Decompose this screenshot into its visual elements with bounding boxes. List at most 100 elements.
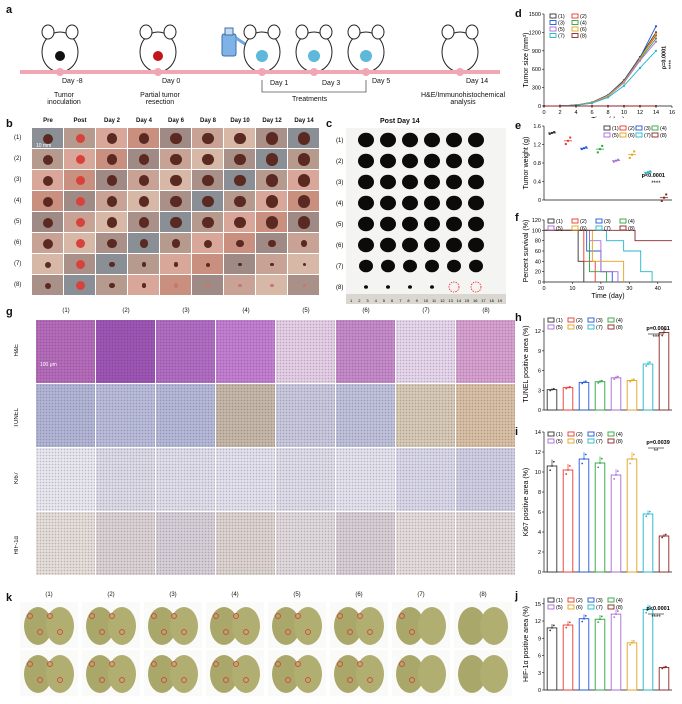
tumor-photo — [96, 170, 127, 190]
tumor-photo — [64, 149, 95, 169]
legend-swatch — [571, 225, 579, 231]
significance-stars: **** — [651, 615, 661, 621]
data-point — [597, 466, 600, 469]
data-point — [552, 460, 555, 463]
tumor-photo — [96, 191, 127, 211]
tumor-spot — [75, 260, 85, 269]
data-point — [644, 172, 647, 175]
tumor-spot — [43, 133, 53, 144]
panel-label-c: c — [326, 118, 333, 130]
y-axis-label: Ki67 positive area (%) — [523, 468, 530, 536]
ruler-tick-label: 5 — [383, 298, 386, 303]
legend-label: (2) — [576, 318, 583, 324]
bar — [546, 465, 558, 573]
y-tick-label: 80 — [535, 239, 541, 245]
legend-swatch — [607, 317, 615, 323]
timeline-marker — [56, 68, 64, 76]
excised-tumor — [430, 285, 434, 289]
data-point — [654, 32, 658, 35]
data-point — [645, 364, 648, 367]
column-header: (5) — [293, 592, 301, 598]
tumor-photo — [96, 149, 127, 169]
tumor-photo — [64, 254, 95, 274]
panel-label-f: f — [515, 212, 519, 224]
data-point — [663, 666, 665, 669]
x-tick-label: 0 — [542, 286, 545, 292]
data-point — [612, 160, 615, 163]
tumor-spot — [170, 174, 182, 187]
legend-label: (1) — [558, 14, 565, 20]
data-point — [661, 334, 664, 337]
data-point — [661, 667, 664, 670]
tumor-photo — [64, 128, 95, 148]
data-point — [648, 605, 651, 608]
row-label: (6) — [14, 240, 22, 246]
tumor-photo — [224, 149, 255, 169]
legend-label: (7) — [596, 439, 603, 445]
timeline-svg — [20, 24, 500, 93]
bar — [642, 609, 654, 691]
data-point — [661, 536, 664, 539]
tumor-spot — [302, 263, 306, 266]
tumor-photo — [288, 233, 319, 253]
tumor-photo — [256, 128, 287, 148]
legend-label: (8) — [628, 226, 635, 232]
legend-swatch — [607, 597, 615, 603]
day-label: Day 3 — [322, 80, 341, 87]
day-label: Day -8 — [62, 78, 83, 85]
data-point — [600, 615, 603, 618]
data-point — [600, 379, 603, 382]
x-tick-label: 40 — [655, 286, 661, 292]
excised-tumor-panel: Post Day 14 (1) (2) (3) (4) (5) (6) (7) (8) 1 2 3 4… — [336, 118, 506, 306]
tumor-spot — [45, 282, 51, 289]
legend-swatch — [567, 604, 575, 610]
legend-swatch — [549, 20, 557, 25]
data-point — [584, 453, 587, 456]
y-tick-label: 12 — [535, 329, 541, 335]
column-header: Day 8 — [199, 118, 216, 124]
legend-swatch — [549, 13, 557, 19]
histology-image — [96, 448, 155, 511]
excised-tumor — [380, 174, 396, 190]
p-value-annotation: p=0.0001 — [646, 326, 669, 332]
tumor-photo — [160, 149, 191, 169]
legend-swatch — [619, 218, 627, 224]
excised-tumor — [424, 216, 440, 232]
histology-image — [216, 448, 275, 511]
legend-label: (8) — [660, 133, 667, 139]
panel-label-b: b — [6, 118, 13, 130]
lung-icon — [210, 607, 260, 645]
legend-swatch — [595, 218, 603, 224]
column-header: Day 10 — [230, 118, 250, 124]
data-point — [606, 94, 610, 97]
tumor-photo — [160, 254, 191, 274]
histology-image — [396, 384, 455, 447]
excised-tumor — [468, 132, 484, 148]
tumor-photo — [224, 128, 255, 148]
data-point — [568, 621, 571, 624]
legend-label: (8) — [616, 325, 623, 331]
histology-image — [216, 320, 275, 383]
legend-swatch — [547, 225, 555, 231]
excised-tumor — [468, 237, 484, 253]
legend-label: (5) — [556, 226, 563, 232]
panel-label-h: h — [515, 312, 522, 324]
mouse-icon — [243, 24, 281, 73]
histology-image — [36, 384, 95, 447]
legend-label: (2) — [576, 598, 583, 604]
ruler-tick-label: 3 — [366, 298, 369, 303]
tumor-spot — [138, 154, 150, 165]
legend-label: (7) — [596, 605, 603, 611]
ruler-tick-label: 9 — [416, 298, 419, 303]
tumor-photo — [224, 212, 255, 232]
timeline-marker — [362, 68, 370, 76]
tumor-photo — [192, 149, 223, 169]
tumor-photo — [96, 212, 127, 232]
histology-panel: (1) (2) (3) (4) (5) (6) (7) (8) H&E TUNEL Ki67 HIF-… — [14, 308, 515, 586]
legend-label: (8) — [580, 34, 587, 40]
legend-swatch — [547, 604, 555, 610]
bar — [562, 624, 574, 691]
row-label: (8) — [336, 285, 343, 291]
y-axis-label: HIF-1α positive area (%) — [523, 606, 530, 682]
